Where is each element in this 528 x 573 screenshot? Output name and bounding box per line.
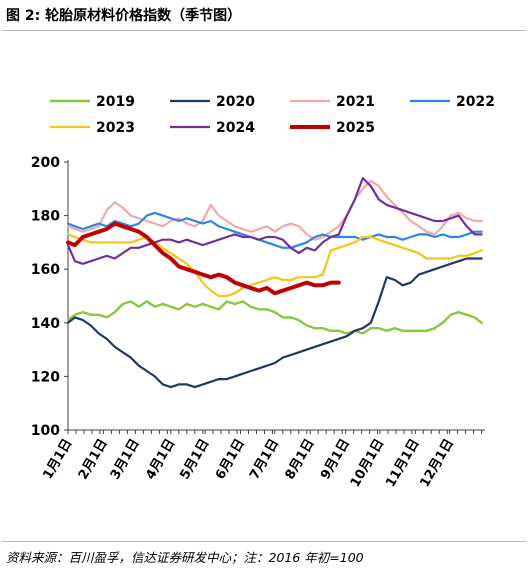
y-tick-label: 180 <box>31 209 60 225</box>
series-line-2019 <box>66 300 483 335</box>
x-tick-label: 3月1日 <box>108 437 143 483</box>
y-tick-label: 200 <box>31 155 60 171</box>
x-tick-label: 9月1日 <box>318 437 353 483</box>
series-line-2024 <box>66 177 483 265</box>
line-chart: 2019 2020 2021 2022 2023 2024 2025 100 120 140 16… <box>31 94 495 490</box>
series-line-2020 <box>66 257 483 389</box>
y-tick-label: 160 <box>31 262 60 278</box>
x-tick-label: 1月1日 <box>40 437 75 483</box>
chart-legend: 2019 2020 2021 2022 2023 2024 2025 <box>50 94 495 136</box>
source-note: 资料来源：百川盈孚，信达证券研发中心；注：2016 年初=100 <box>6 550 364 565</box>
x-tick-label: 12月1日 <box>417 437 457 491</box>
series-line-2021 <box>66 179 483 241</box>
legend-label-2021: 2021 <box>336 94 375 110</box>
legend-label-2023: 2023 <box>96 120 135 136</box>
x-tick-label: 4月1日 <box>143 437 178 483</box>
series-line-2025 <box>66 221 341 296</box>
series-line-2022 <box>66 211 483 249</box>
source-rule <box>2 541 526 542</box>
x-tick-label: 7月1日 <box>247 437 282 483</box>
figure-title: 图 2: 轮胎原材料价格指数（季节图） <box>6 8 242 24</box>
y-tick-label: 100 <box>31 423 60 439</box>
legend-label-2019: 2019 <box>96 94 135 110</box>
x-tick-label: 2月1日 <box>76 437 111 483</box>
legend-label-2025: 2025 <box>336 120 375 136</box>
legend-label-2022: 2022 <box>456 94 495 110</box>
x-tick-label: 10月1日 <box>348 437 388 491</box>
legend-label-2024: 2024 <box>216 120 255 136</box>
title-rule <box>2 30 526 31</box>
plot-area <box>66 177 483 389</box>
y-tick-label: 120 <box>31 369 60 385</box>
x-tick-label: 5月1日 <box>178 437 213 483</box>
series-line-2023 <box>66 233 483 298</box>
x-tick-label: 8月1日 <box>283 437 318 483</box>
x-tick-label: 6月1日 <box>213 437 248 483</box>
y-tick-label: 140 <box>31 316 60 332</box>
legend-label-2020: 2020 <box>216 94 255 110</box>
